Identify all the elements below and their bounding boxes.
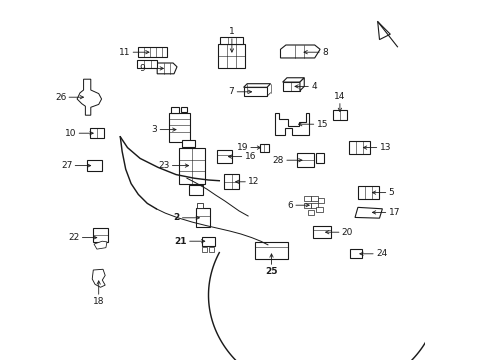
Text: 23: 23: [158, 161, 169, 170]
Bar: [217, 150, 231, 163]
Text: 13: 13: [379, 143, 390, 152]
Text: 28: 28: [272, 156, 284, 165]
Polygon shape: [92, 269, 105, 287]
Bar: [243, 87, 266, 96]
Bar: [220, 37, 243, 44]
Polygon shape: [280, 45, 320, 58]
Bar: [296, 153, 314, 167]
Bar: [349, 249, 361, 258]
Bar: [316, 207, 322, 212]
Bar: [304, 203, 310, 208]
Bar: [224, 174, 239, 189]
Bar: [171, 107, 179, 113]
Bar: [313, 226, 330, 238]
Text: 10: 10: [65, 129, 76, 138]
Polygon shape: [377, 22, 389, 40]
Text: 20: 20: [341, 228, 352, 237]
Bar: [259, 144, 268, 152]
Bar: [90, 128, 103, 138]
Bar: [332, 110, 346, 120]
Text: 5: 5: [387, 188, 393, 197]
Polygon shape: [282, 78, 304, 82]
Polygon shape: [354, 207, 382, 218]
Bar: [138, 47, 167, 57]
Text: 7: 7: [228, 87, 234, 96]
Polygon shape: [77, 79, 102, 115]
Text: 2: 2: [173, 213, 179, 222]
Text: 18: 18: [93, 297, 104, 306]
Text: 8: 8: [321, 48, 327, 57]
Text: 24: 24: [375, 249, 386, 258]
Bar: [188, 185, 203, 195]
Polygon shape: [94, 241, 107, 249]
Text: 21: 21: [174, 237, 186, 246]
Bar: [218, 44, 245, 68]
Bar: [179, 148, 205, 184]
Bar: [202, 247, 207, 252]
Bar: [87, 160, 102, 171]
Text: 3: 3: [151, 125, 157, 134]
Text: 6: 6: [287, 201, 292, 210]
Text: 4: 4: [310, 82, 316, 91]
Text: 12: 12: [247, 177, 259, 186]
Text: 26: 26: [55, 93, 66, 102]
Bar: [196, 208, 209, 227]
Bar: [208, 247, 213, 252]
Bar: [197, 203, 203, 208]
Bar: [202, 237, 215, 246]
Text: 19: 19: [236, 143, 247, 152]
Text: 15: 15: [316, 120, 327, 129]
Text: 11: 11: [119, 48, 130, 57]
Bar: [304, 196, 310, 201]
Bar: [93, 228, 108, 242]
Bar: [317, 198, 324, 203]
Text: 22: 22: [68, 233, 80, 242]
Text: 1: 1: [228, 27, 234, 36]
Polygon shape: [157, 63, 177, 74]
Text: 17: 17: [387, 208, 399, 217]
Text: 25: 25: [264, 267, 277, 276]
Polygon shape: [275, 113, 309, 135]
Bar: [311, 203, 317, 208]
Bar: [255, 242, 287, 259]
Text: 14: 14: [333, 92, 345, 101]
Bar: [137, 60, 157, 68]
Bar: [315, 153, 323, 163]
Bar: [168, 113, 190, 142]
Text: 27: 27: [61, 161, 72, 170]
Bar: [182, 140, 195, 147]
Bar: [282, 82, 299, 91]
Bar: [348, 141, 369, 154]
Bar: [181, 107, 187, 112]
Bar: [307, 210, 314, 215]
Bar: [311, 196, 317, 201]
Bar: [358, 186, 378, 199]
Text: 16: 16: [244, 152, 256, 161]
Polygon shape: [299, 78, 304, 91]
Polygon shape: [243, 84, 270, 87]
Text: 9: 9: [140, 64, 145, 73]
